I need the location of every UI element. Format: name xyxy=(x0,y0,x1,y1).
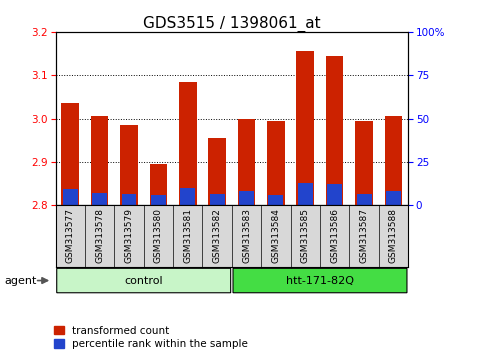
Text: GDS3515 / 1398061_at: GDS3515 / 1398061_at xyxy=(143,16,321,32)
FancyBboxPatch shape xyxy=(233,268,407,293)
FancyBboxPatch shape xyxy=(57,268,231,293)
Text: GSM313585: GSM313585 xyxy=(301,209,310,263)
Text: GSM313579: GSM313579 xyxy=(125,209,133,263)
Bar xyxy=(267,121,285,205)
Bar xyxy=(297,51,314,205)
Bar xyxy=(151,195,166,205)
Bar xyxy=(210,194,225,205)
Bar xyxy=(384,116,402,205)
Bar xyxy=(150,164,167,205)
Text: GSM313587: GSM313587 xyxy=(359,209,369,263)
Bar xyxy=(208,138,226,205)
Text: GSM313577: GSM313577 xyxy=(66,209,75,263)
Text: GSM313580: GSM313580 xyxy=(154,209,163,263)
Text: htt-171-82Q: htt-171-82Q xyxy=(286,275,354,286)
Bar xyxy=(91,116,108,205)
Text: GSM313586: GSM313586 xyxy=(330,209,339,263)
Bar xyxy=(61,103,79,205)
Text: GSM313583: GSM313583 xyxy=(242,209,251,263)
Bar xyxy=(355,121,373,205)
Text: GSM313584: GSM313584 xyxy=(271,209,281,263)
Bar xyxy=(356,194,371,205)
Bar xyxy=(92,193,107,205)
Bar xyxy=(180,188,195,205)
Bar xyxy=(120,125,138,205)
Bar xyxy=(238,119,256,205)
Text: GSM313588: GSM313588 xyxy=(389,209,398,263)
Bar xyxy=(327,184,342,205)
Bar xyxy=(326,56,343,205)
Bar xyxy=(122,194,137,205)
Text: GSM313578: GSM313578 xyxy=(95,209,104,263)
Bar xyxy=(386,192,401,205)
Legend: transformed count, percentile rank within the sample: transformed count, percentile rank withi… xyxy=(54,326,248,349)
Bar xyxy=(298,183,313,205)
Bar xyxy=(269,195,284,205)
Text: control: control xyxy=(125,275,163,286)
Text: GSM313582: GSM313582 xyxy=(213,209,222,263)
Text: agent: agent xyxy=(5,275,37,286)
Text: GSM313581: GSM313581 xyxy=(183,209,192,263)
Bar xyxy=(63,189,78,205)
Bar xyxy=(239,192,254,205)
Bar xyxy=(179,82,197,205)
